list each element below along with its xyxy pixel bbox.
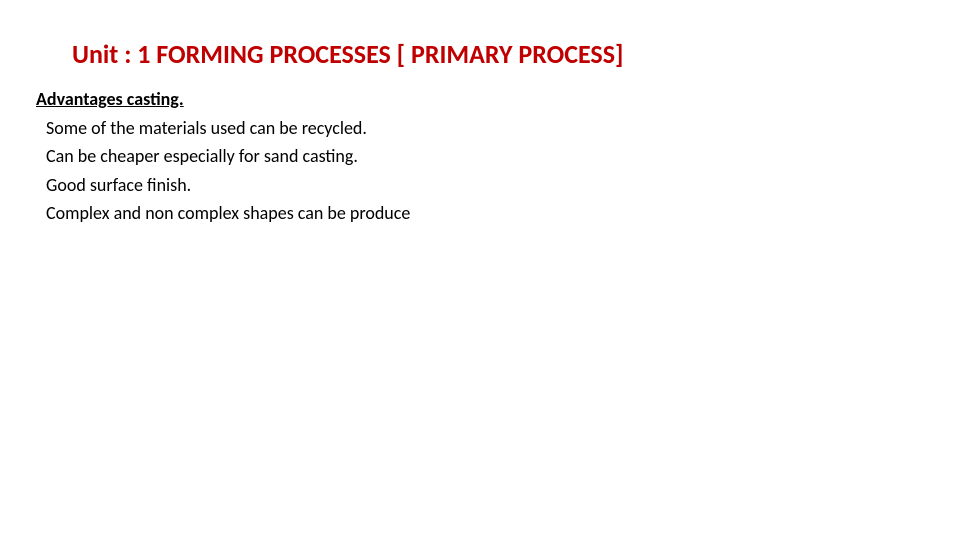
- body-line: Can be cheaper especially for sand casti…: [46, 144, 924, 168]
- body-line: Good surface finish.: [46, 173, 924, 197]
- advantages-subheading: Advantages casting.: [36, 88, 924, 110]
- slide-title: Unit : 1 FORMING PROCESSES [ PRIMARY PRO…: [72, 38, 924, 70]
- slide-container: Unit : 1 FORMING PROCESSES [ PRIMARY PRO…: [0, 0, 960, 540]
- body-line: Some of the materials used can be recycl…: [46, 116, 924, 140]
- body-line: Complex and non complex shapes can be pr…: [46, 201, 924, 225]
